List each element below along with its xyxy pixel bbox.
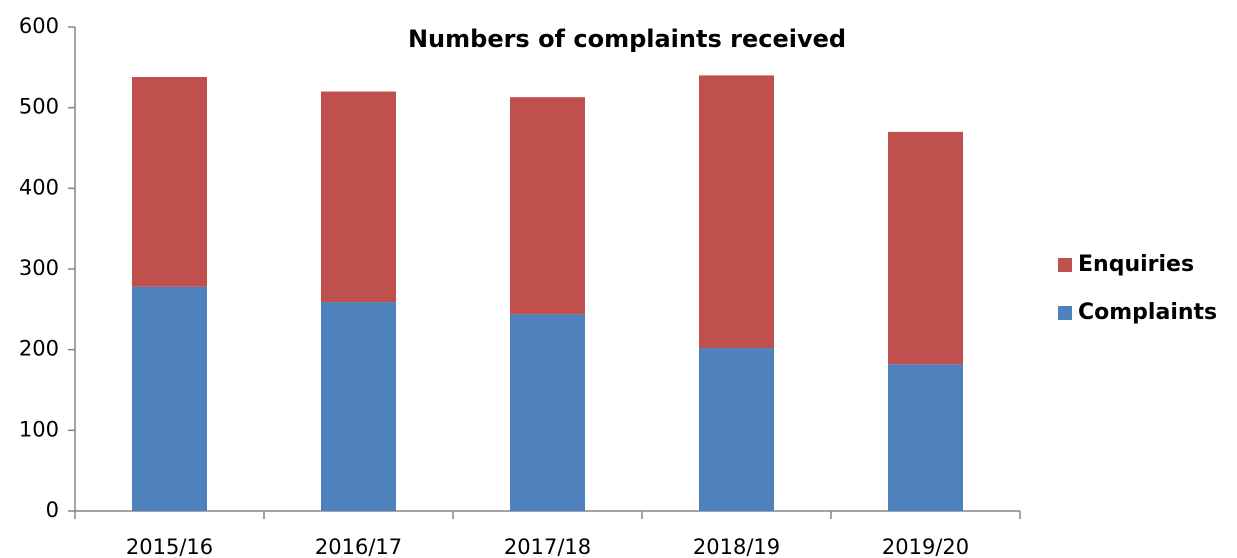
legend-label: Enquiries bbox=[1078, 252, 1194, 277]
y-tick-label: 300 bbox=[19, 256, 59, 280]
x-tick-label: 2019/20 bbox=[882, 535, 969, 558]
x-tick-label: 2017/18 bbox=[504, 535, 591, 558]
y-tick-label: 200 bbox=[19, 337, 59, 361]
bar-segment bbox=[132, 286, 207, 511]
bar-segment bbox=[510, 97, 585, 315]
x-tick-label: 2016/17 bbox=[315, 535, 402, 558]
bar-segment bbox=[510, 314, 585, 511]
chart-title: Numbers of complaints received bbox=[408, 25, 846, 53]
y-tick-label: 600 bbox=[19, 14, 59, 38]
y-tick-label: 0 bbox=[46, 498, 59, 522]
bar-segment bbox=[888, 131, 963, 365]
bar-segment bbox=[699, 348, 774, 511]
bar-segment bbox=[321, 302, 396, 511]
legend-swatch bbox=[1058, 306, 1072, 320]
x-tick-label: 2018/19 bbox=[693, 535, 780, 558]
bar-segment bbox=[699, 75, 774, 349]
legend-label: Complaints bbox=[1078, 300, 1217, 325]
legend-swatch bbox=[1058, 258, 1072, 272]
bar-segment bbox=[321, 91, 396, 303]
bar-segment bbox=[132, 77, 207, 287]
y-tick-label: 100 bbox=[19, 417, 59, 441]
y-tick-label: 400 bbox=[19, 175, 59, 199]
bar-segment bbox=[888, 364, 963, 511]
x-tick-label: 2015/16 bbox=[126, 535, 213, 558]
y-tick-label: 500 bbox=[19, 95, 59, 119]
